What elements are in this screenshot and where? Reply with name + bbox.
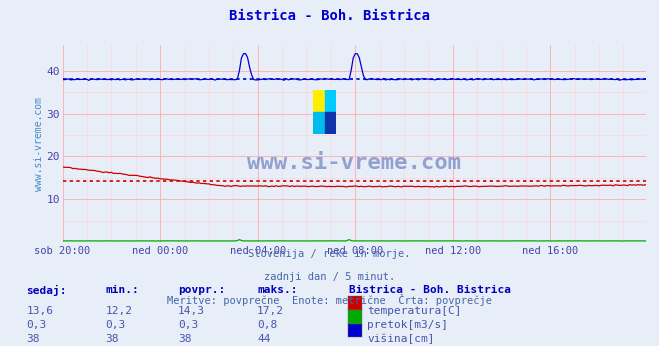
Text: 13,6: 13,6 xyxy=(26,306,53,316)
Text: zadnji dan / 5 minut.: zadnji dan / 5 minut. xyxy=(264,272,395,282)
Text: pretok[m3/s]: pretok[m3/s] xyxy=(367,320,448,330)
Text: 0,3: 0,3 xyxy=(178,320,198,330)
Text: 12,2: 12,2 xyxy=(105,306,132,316)
Bar xyxy=(314,90,325,112)
Text: 0,8: 0,8 xyxy=(257,320,277,330)
Text: sedaj:: sedaj: xyxy=(26,285,67,297)
Text: 38: 38 xyxy=(178,334,191,344)
Text: 38: 38 xyxy=(26,334,40,344)
Text: 14,3: 14,3 xyxy=(178,306,205,316)
Y-axis label: www.si-vreme.com: www.si-vreme.com xyxy=(34,97,43,191)
Text: Slovenija / reke in morje.: Slovenija / reke in morje. xyxy=(248,249,411,259)
Text: min.:: min.: xyxy=(105,285,139,295)
Text: temperatura[C]: temperatura[C] xyxy=(367,306,461,316)
Text: Bistrica - Boh. Bistrica: Bistrica - Boh. Bistrica xyxy=(229,9,430,22)
Text: www.si-vreme.com: www.si-vreme.com xyxy=(247,153,461,173)
Text: 17,2: 17,2 xyxy=(257,306,284,316)
Text: maks.:: maks.: xyxy=(257,285,297,295)
Text: 0,3: 0,3 xyxy=(26,320,47,330)
Bar xyxy=(325,112,336,134)
Bar xyxy=(325,90,336,112)
Text: povpr.:: povpr.: xyxy=(178,285,225,295)
Text: višina[cm]: višina[cm] xyxy=(367,334,434,344)
Text: 38: 38 xyxy=(105,334,119,344)
Text: Bistrica - Boh. Bistrica: Bistrica - Boh. Bistrica xyxy=(349,285,511,295)
Text: Meritve: povprečne  Enote: metrične  Črta: povprečje: Meritve: povprečne Enote: metrične Črta:… xyxy=(167,294,492,306)
Bar xyxy=(314,112,325,134)
Text: 0,3: 0,3 xyxy=(105,320,126,330)
Text: 44: 44 xyxy=(257,334,270,344)
